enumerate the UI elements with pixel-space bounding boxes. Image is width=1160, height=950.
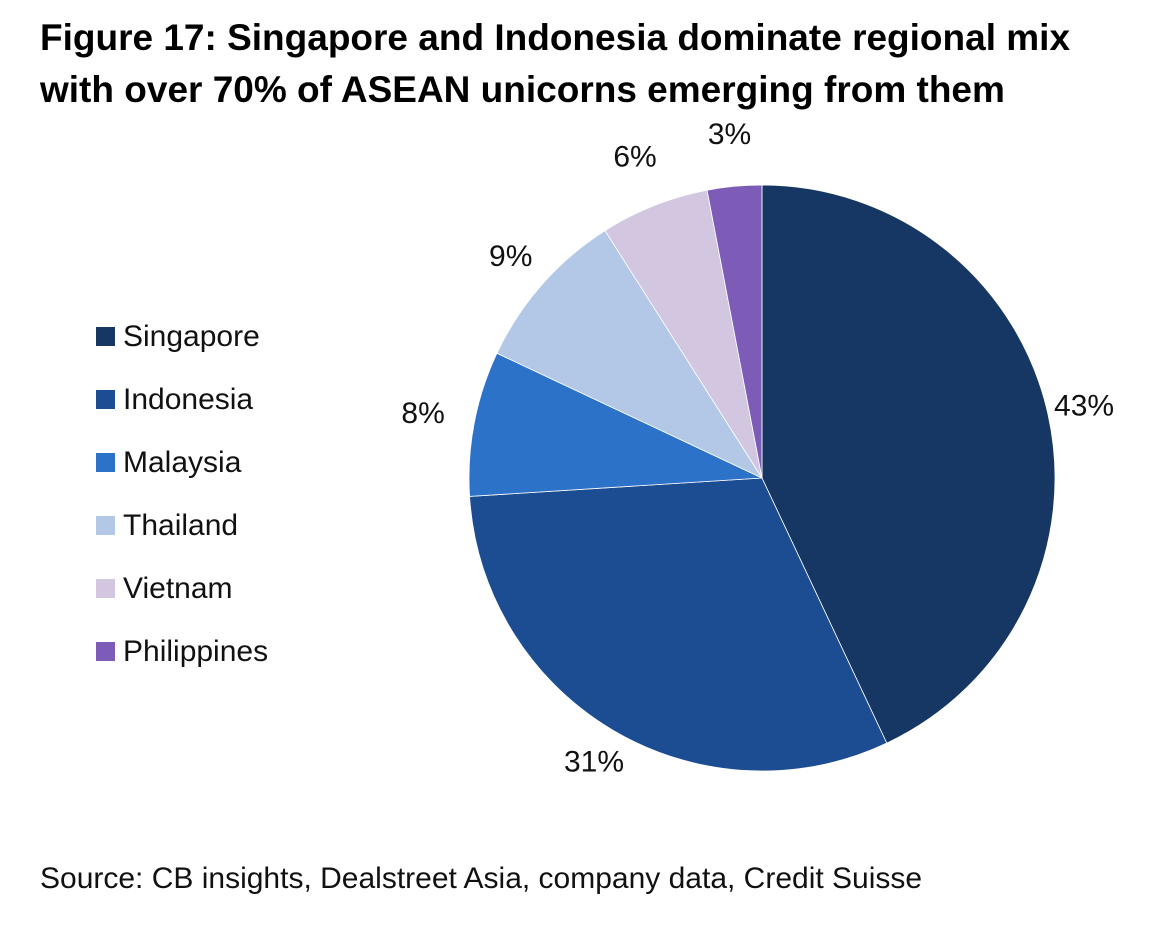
legend-label-thailand: Thailand	[123, 508, 239, 542]
legend-label-indonesia: Indonesia	[123, 382, 254, 416]
legend-label-singapore: Singapore	[123, 319, 260, 353]
legend-item-philippines: Philippines	[96, 620, 268, 683]
chart-title-line-2: with over 70% of ASEAN unicorns emerging…	[40, 69, 1005, 110]
legend-label-vietnam: Vietnam	[123, 571, 233, 605]
data-label-vietnam: 6%	[613, 141, 656, 174]
pie-slice-philippines	[706, 184, 763, 479]
pie-slice-malaysia	[468, 352, 763, 497]
chart-title-line-1: Figure 17: Singapore and Indonesia domin…	[40, 17, 1071, 58]
legend-item-singapore: Singapore	[96, 305, 268, 368]
data-label-malaysia: 8%	[401, 397, 444, 430]
pie-slice-thailand	[496, 230, 764, 479]
data-label-singapore: 43%	[1054, 390, 1114, 423]
data-label-thailand: 9%	[489, 240, 532, 273]
legend-swatch-indonesia	[96, 390, 115, 409]
legend-swatch-vietnam	[96, 579, 115, 598]
legend-item-malaysia: Malaysia	[96, 431, 268, 494]
legend-label-philippines: Philippines	[123, 634, 269, 668]
chart-title: Figure 17: Singapore and Indonesia domin…	[40, 12, 1140, 116]
legend-swatch-philippines	[96, 642, 115, 661]
legend-swatch-singapore	[96, 327, 115, 346]
legend-swatch-malaysia	[96, 453, 115, 472]
data-label-indonesia: 31%	[564, 746, 624, 779]
chart-legend: Singapore Indonesia Malaysia Thailand Vietna…	[96, 305, 268, 683]
legend-item-vietnam: Vietnam	[96, 557, 268, 620]
source-note: Source: CB insights, Dealstreet Asia, co…	[40, 862, 923, 895]
legend-item-indonesia: Indonesia	[96, 368, 268, 431]
legend-item-thailand: Thailand	[96, 494, 268, 557]
pie-slice-singapore	[761, 184, 1056, 744]
data-label-philippines: 3%	[708, 118, 751, 151]
legend-label-malaysia: Malaysia	[123, 445, 242, 479]
legend-swatch-thailand	[96, 516, 115, 535]
pie-slice-indonesia	[469, 477, 888, 772]
